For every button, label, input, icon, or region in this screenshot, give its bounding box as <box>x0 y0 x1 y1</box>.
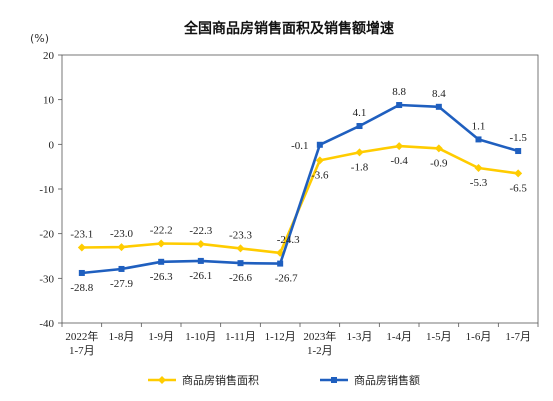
data-point-sales <box>316 141 323 148</box>
data-label-area: -0.9 <box>430 157 448 169</box>
chart-title: 全国商品房销售面积及销售额增速 <box>183 20 394 37</box>
data-label-area: -22.3 <box>189 225 212 237</box>
data-label-sales: 4.1 <box>353 107 367 119</box>
legend-label: 商品房销售面积 <box>182 373 259 387</box>
data-label-sales: -1.5 <box>509 132 527 144</box>
legend-marker <box>331 377 337 383</box>
y-tick-label: 0 <box>49 139 55 151</box>
y-tick-label: 20 <box>43 50 55 62</box>
data-label-area: -23.3 <box>229 229 252 241</box>
data-point-area <box>434 144 443 153</box>
x-tick-label: 1-2月 <box>307 345 333 357</box>
x-tick-label: 1-7月 <box>505 331 531 343</box>
data-label-area: -0.4 <box>390 155 408 167</box>
data-label-sales: -0.1 <box>291 140 308 152</box>
data-point-area <box>236 244 245 253</box>
y-axis-unit: (%) <box>30 32 49 45</box>
data-point-area <box>117 243 126 252</box>
data-point-area <box>77 243 86 252</box>
x-tick-label: 1-7月 <box>69 345 95 357</box>
y-tick-label: -40 <box>39 318 54 330</box>
x-tick-label: 1-11月 <box>225 331 256 343</box>
data-point-area <box>157 239 166 248</box>
data-label-sales: 8.8 <box>392 86 406 98</box>
data-point-sales <box>396 102 403 109</box>
data-label-sales: -26.3 <box>150 271 173 283</box>
y-tick-label: 10 <box>43 95 55 107</box>
data-label-area: -1.8 <box>351 161 369 173</box>
data-label-area: -24.3 <box>277 234 300 246</box>
data-point-sales <box>237 260 244 267</box>
legend-marker <box>158 376 166 384</box>
data-point-sales <box>475 136 482 143</box>
x-tick-label: 1-9月 <box>148 331 174 343</box>
data-label-sales: -26.7 <box>275 273 298 285</box>
data-label-area: -22.2 <box>150 224 173 236</box>
data-label-area: -3.6 <box>311 169 329 181</box>
x-tick-label: 1-5月 <box>426 331 452 343</box>
series-line-sales <box>81 103 519 275</box>
data-point-sales <box>277 260 284 267</box>
data-point-sales <box>515 148 522 155</box>
data-label-sales: 8.4 <box>432 88 446 100</box>
x-tick-label: 2022年 <box>65 329 98 343</box>
data-point-area <box>355 148 364 157</box>
data-label-sales: -26.6 <box>229 272 252 284</box>
data-point-sales <box>197 257 204 264</box>
data-point-sales <box>158 258 165 265</box>
data-point-area <box>315 156 324 165</box>
y-tick-label: -20 <box>39 229 54 241</box>
x-tick-label: 1-6月 <box>466 331 492 343</box>
data-point-area <box>474 164 483 173</box>
data-label-sales: -26.1 <box>189 270 212 282</box>
data-label-sales: 1.1 <box>472 120 486 132</box>
plot-frame <box>61 54 539 324</box>
data-label-area: -23.0 <box>110 228 133 240</box>
data-point-area <box>196 239 205 248</box>
data-point-area <box>514 169 523 178</box>
x-tick-label: 1-3月 <box>347 331 373 343</box>
data-point-sales <box>435 103 442 110</box>
data-point-sales <box>118 265 125 272</box>
data-label-area: -5.3 <box>470 177 488 189</box>
data-point-sales <box>78 269 85 276</box>
y-tick-label: -10 <box>39 184 54 196</box>
x-tick-label: 1-4月 <box>386 331 412 343</box>
x-tick-label: 2023年 <box>303 329 336 343</box>
data-point-area <box>395 142 404 151</box>
x-tick-label: 1-8月 <box>109 331 135 343</box>
x-tick-label: 1-10月 <box>185 331 216 343</box>
x-tick-label: 1-12月 <box>265 331 296 343</box>
data-label-area: -23.1 <box>70 229 93 241</box>
series-line-area <box>81 144 519 255</box>
data-label-sales: -27.9 <box>110 278 133 290</box>
legend-label: 商品房销售额 <box>354 373 420 387</box>
data-label-sales: -28.8 <box>70 282 93 294</box>
data-point-sales <box>356 123 363 130</box>
y-tick-label: -30 <box>39 273 54 285</box>
data-label-area: -6.5 <box>509 182 527 194</box>
